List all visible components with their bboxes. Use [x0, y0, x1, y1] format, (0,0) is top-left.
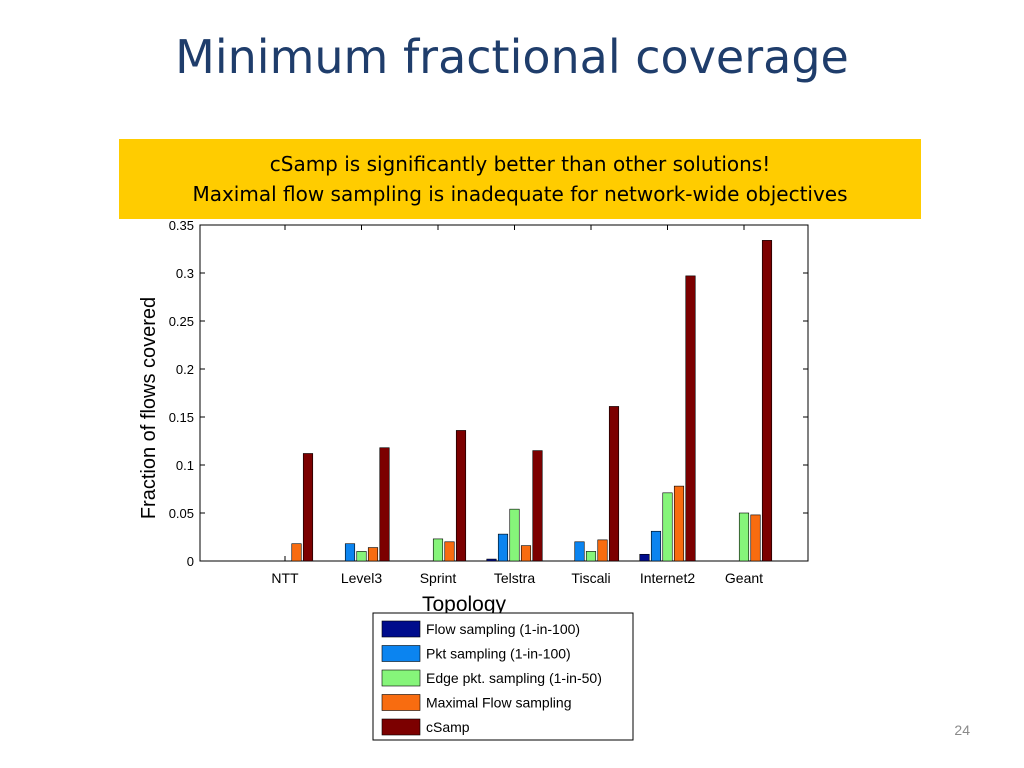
y-tick-label: 0.25	[169, 314, 194, 329]
y-tick-label: 0.1	[176, 458, 194, 473]
legend-label-1: Flow sampling (1-in-100)	[426, 621, 580, 637]
y-tick-label: 0	[187, 554, 194, 569]
bar-level3-series-2	[344, 543, 356, 562]
bar-chart: 0 0.05 0.1 0.15 0.2 0.25 0.3 0.35 NTT Level3 Sprin…	[138, 218, 809, 741]
callout-box: cSamp is significantly better than other…	[119, 139, 921, 219]
bar-ntt-series-4	[291, 543, 302, 562]
bar-level3-series-5	[379, 447, 390, 562]
slide-number: 24	[954, 722, 970, 738]
bar-tiscali-series-5	[608, 406, 620, 562]
legend-label-5: cSamp	[426, 719, 470, 735]
x-tick-label: Internet2	[640, 570, 695, 586]
chart-bars	[291, 240, 773, 562]
bar-sprint-series-4	[444, 541, 455, 562]
legend-swatch-3	[381, 669, 421, 687]
bar-internet2-series-3	[662, 492, 673, 562]
y-tick-label: 0.2	[176, 362, 194, 377]
callout-line-1: cSamp is significantly better than other…	[269, 152, 771, 176]
bar-telstra-series-1	[486, 558, 497, 562]
x-tick-label: Geant	[725, 570, 763, 586]
y-axis-title: Fraction of flows covered	[138, 297, 160, 519]
slide-title: Minimum fractional coverage	[175, 30, 849, 84]
legend-swatch-5	[381, 718, 421, 736]
x-tick-label: Level3	[341, 570, 382, 586]
bar-internet2-series-1	[639, 553, 650, 562]
bar-geant-series-4	[750, 514, 761, 562]
bar-telstra-series-2	[497, 533, 509, 562]
y-tick-label: 0.35	[169, 218, 194, 233]
legend-label-4: Maximal Flow sampling	[426, 695, 571, 711]
y-tick-label: 0.05	[169, 506, 194, 521]
bar-geant-series-3	[738, 512, 750, 562]
bar-level3-series-3	[356, 551, 367, 562]
bar-sprint-series-5	[455, 430, 467, 562]
x-tick-label: Telstra	[494, 570, 535, 586]
bar-telstra-series-3	[509, 508, 520, 562]
chart-labels: 0 0.05 0.1 0.15 0.2 0.25 0.3 0.35 NTT Level3 Sprin…	[138, 218, 763, 616]
bar-sprint-series-3	[432, 538, 444, 562]
chart-legend: Flow sampling (1-in-100) Pkt sampling (1-…	[372, 612, 634, 741]
bar-tiscali-series-4	[597, 539, 608, 562]
bar-ntt-series-5	[302, 453, 314, 562]
legend-swatch-2	[381, 645, 421, 662]
bar-telstra-series-5	[532, 450, 543, 562]
callout-line-2: Maximal flow sampling is inadequate for …	[192, 182, 848, 206]
legend-swatch-4	[381, 694, 421, 711]
bar-tiscali-series-2	[574, 541, 585, 562]
chart-axes	[199, 224, 809, 562]
x-axis-title: Topology	[422, 593, 507, 616]
legend-label-3: Edge pkt. sampling (1-in-50)	[426, 670, 602, 686]
bar-internet2-series-2	[650, 530, 662, 562]
bar-telstra-series-4	[520, 545, 532, 562]
bar-tiscali-series-3	[585, 551, 597, 562]
x-tick-label: Tiscali	[571, 570, 610, 586]
plot-area	[199, 224, 809, 562]
y-tick-label: 0.3	[176, 266, 194, 281]
y-tick-label: 0.15	[169, 410, 194, 425]
bar-geant-series-5	[761, 240, 773, 562]
x-tick-label: NTT	[271, 570, 299, 586]
legend-swatch-1	[381, 620, 421, 638]
bar-internet2-series-5	[685, 275, 696, 562]
x-tick-label: Sprint	[420, 570, 457, 586]
bar-internet2-series-4	[673, 485, 685, 562]
bar-level3-series-4	[367, 547, 379, 562]
legend-label-2: Pkt sampling (1-in-100)	[426, 646, 571, 662]
